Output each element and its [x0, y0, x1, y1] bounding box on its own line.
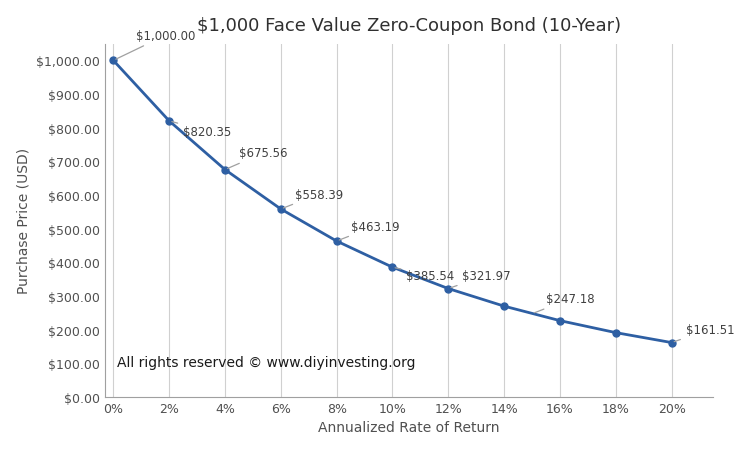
Text: $820.35: $820.35 [172, 122, 232, 138]
Text: $463.19: $463.19 [339, 220, 399, 240]
Text: $1,000.00: $1,000.00 [116, 30, 195, 60]
Text: $558.39: $558.39 [284, 188, 343, 208]
Text: $161.51: $161.51 [675, 323, 734, 342]
Text: $247.18: $247.18 [535, 293, 595, 313]
Text: $675.56: $675.56 [228, 147, 287, 169]
Text: $321.97: $321.97 [451, 269, 511, 288]
Title: $1,000 Face Value Zero-Coupon Bond (10-Year): $1,000 Face Value Zero-Coupon Bond (10-Y… [197, 17, 621, 35]
X-axis label: Annualized Rate of Return: Annualized Rate of Return [318, 420, 500, 434]
Text: $385.54: $385.54 [395, 268, 455, 283]
Text: All rights reserved © www.diyinvesting.org: All rights reserved © www.diyinvesting.o… [117, 355, 416, 369]
Y-axis label: Purchase Price (USD): Purchase Price (USD) [17, 148, 31, 294]
